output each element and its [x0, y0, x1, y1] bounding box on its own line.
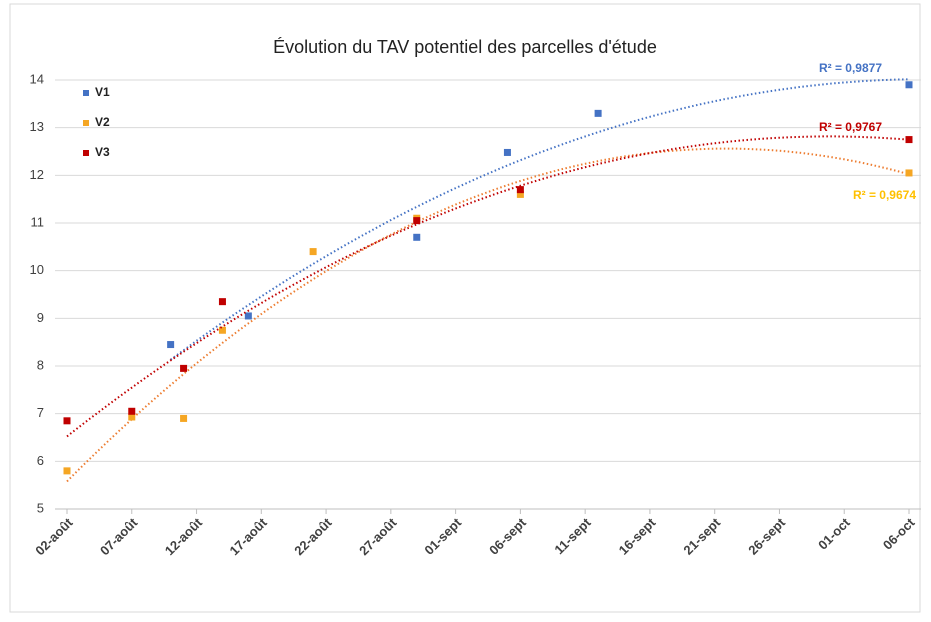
legend-marker [83, 120, 89, 126]
chart-frame [9, 3, 921, 613]
annotation: R² = 0,9877 [819, 61, 882, 75]
chart-title: Évolution du TAV potentiel des parcelles… [273, 37, 657, 57]
point [516, 190, 524, 198]
point [413, 217, 421, 225]
point [905, 169, 913, 177]
annotation: R² = 0,9767 [819, 120, 882, 134]
point [309, 248, 317, 256]
y-tick-label: 9 [37, 310, 44, 325]
y-tick-label: 6 [37, 453, 44, 468]
point [503, 148, 511, 156]
point [244, 312, 252, 320]
trendline [66, 135, 910, 438]
point [413, 233, 421, 241]
point [905, 136, 913, 144]
point [516, 186, 524, 194]
point [180, 414, 188, 422]
annotation: R² = 0,9674 [853, 188, 916, 202]
point [218, 298, 226, 306]
y-tick-label: 8 [37, 357, 44, 372]
trendline [66, 147, 910, 483]
legend-label: V2 [95, 115, 110, 129]
point [128, 407, 136, 415]
trendline [170, 78, 910, 361]
point [167, 341, 175, 349]
point [180, 364, 188, 372]
y-tick-label: 12 [30, 167, 44, 182]
point [594, 109, 602, 117]
point [905, 81, 913, 89]
point [218, 326, 226, 334]
y-tick-label: 13 [30, 119, 44, 134]
legend-label: V1 [95, 85, 110, 99]
y-tick-label: 10 [30, 262, 44, 277]
legend-marker [83, 90, 89, 96]
y-tick-label: 7 [37, 405, 44, 420]
point [63, 417, 71, 425]
legend-label: V3 [95, 145, 110, 159]
y-tick-label: 14 [30, 71, 44, 86]
y-tick-label: 5 [37, 500, 44, 515]
point [63, 467, 71, 475]
y-tick-label: 11 [31, 214, 45, 229]
legend-marker [83, 150, 89, 156]
point [128, 413, 136, 421]
